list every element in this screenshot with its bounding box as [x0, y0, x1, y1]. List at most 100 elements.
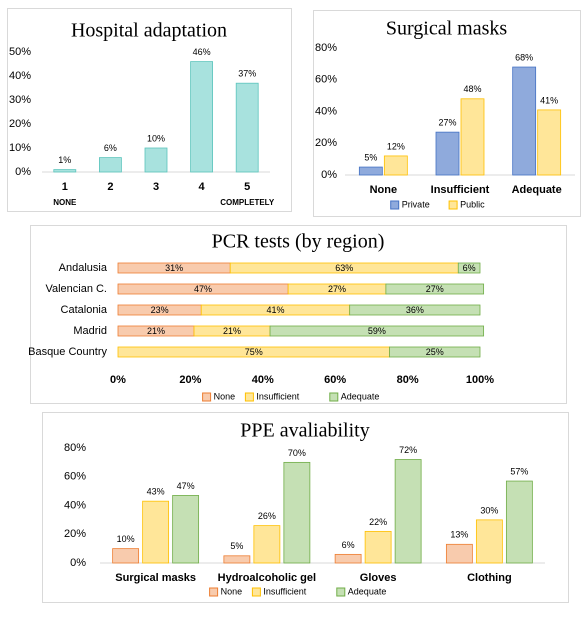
- bar-segment: [269, 325, 485, 337]
- x-tick-label: 3: [153, 181, 159, 193]
- x-tick-label: Gloves: [360, 572, 397, 584]
- x-tick-label: 40%: [252, 374, 274, 386]
- data-label: 68%: [515, 52, 533, 62]
- y-tick-label: 40%: [64, 499, 86, 511]
- bar: [537, 109, 562, 176]
- x-tick-label: Clothing: [467, 572, 512, 584]
- data-label: 48%: [463, 84, 481, 94]
- data-label: 21%: [147, 326, 165, 336]
- data-label: 22%: [369, 517, 387, 527]
- x-tick-label: Hydroalcoholic gel: [218, 572, 316, 584]
- x-tick-label: 80%: [397, 374, 419, 386]
- legend-swatch: [202, 392, 212, 402]
- x-tick-label: 5: [244, 181, 250, 193]
- data-label: 27%: [328, 284, 346, 294]
- bar: [53, 169, 77, 173]
- data-label: 27%: [438, 118, 456, 128]
- bar: [394, 459, 422, 564]
- bar: [190, 61, 214, 173]
- y-tick-label: 60%: [315, 74, 337, 86]
- y-tick-label: 10%: [9, 142, 31, 154]
- data-label: 63%: [335, 263, 353, 273]
- y-tick-label: 20%: [9, 118, 31, 130]
- bar: [435, 131, 460, 176]
- y-tick-label: 80%: [64, 442, 86, 454]
- data-label: 43%: [147, 487, 165, 497]
- y-tick-label: 20%: [315, 137, 337, 149]
- data-label: 6%: [342, 540, 355, 550]
- legend-swatch: [244, 392, 254, 402]
- bar-segment: [385, 283, 485, 295]
- bar: [235, 82, 259, 173]
- data-label: 10%: [147, 133, 165, 143]
- x-tick-label: Surgical masks: [115, 572, 196, 584]
- legend-swatch: [448, 200, 458, 210]
- y-tick-label: Valencian C.: [45, 283, 107, 295]
- data-label: 47%: [194, 284, 212, 294]
- legend-swatch: [336, 587, 346, 597]
- data-label: 36%: [406, 305, 424, 315]
- x-tick-label: 1: [62, 181, 68, 193]
- y-tick-label: 0%: [321, 169, 337, 181]
- y-tick-label: 50%: [9, 46, 31, 58]
- data-label: 70%: [288, 448, 306, 458]
- data-label: 1%: [58, 155, 71, 165]
- bar: [364, 530, 392, 564]
- y-tick-label: 20%: [64, 528, 86, 540]
- bar-segment: [389, 346, 481, 358]
- y-tick-label: 40%: [9, 70, 31, 82]
- bar: [475, 519, 503, 564]
- data-label: 41%: [266, 305, 284, 315]
- data-label: 27%: [426, 284, 444, 294]
- bar: [142, 500, 170, 564]
- legend-swatch: [209, 587, 219, 597]
- data-label: 6%: [463, 263, 476, 273]
- y-tick-label: Madrid: [73, 325, 107, 337]
- bar: [445, 543, 473, 564]
- legend-label: None: [214, 391, 236, 401]
- y-tick-label: 40%: [315, 105, 337, 117]
- data-label: 72%: [399, 445, 417, 455]
- bar: [283, 461, 311, 564]
- x-tick-label: 2: [107, 181, 113, 193]
- bar-segment: [349, 304, 481, 316]
- data-label: 10%: [117, 534, 135, 544]
- bar: [172, 495, 200, 564]
- chart-title: Surgical masks: [386, 18, 508, 40]
- data-label: 59%: [368, 326, 386, 336]
- bar: [358, 166, 383, 176]
- data-label: 12%: [387, 141, 405, 151]
- x-tick-sublabel: COMPLETELY: [220, 198, 275, 207]
- data-label: 57%: [510, 466, 528, 476]
- bar: [99, 157, 122, 173]
- legend-swatch: [251, 587, 261, 597]
- x-tick-label: 60%: [324, 374, 346, 386]
- bar: [223, 555, 251, 564]
- legend-label: Public: [460, 199, 485, 209]
- chart-title: PPE avaliability: [240, 420, 369, 442]
- data-label: 23%: [151, 305, 169, 315]
- y-tick-label: 80%: [315, 42, 337, 54]
- bar: [505, 480, 533, 564]
- y-tick-label: Andalusia: [59, 262, 108, 274]
- data-label: 47%: [177, 481, 195, 491]
- y-tick-label: 30%: [9, 94, 31, 106]
- x-tick-sublabel: NONE: [53, 198, 77, 207]
- x-tick-label: 20%: [179, 374, 201, 386]
- y-tick-label: 0%: [15, 166, 31, 178]
- bar: [460, 98, 485, 176]
- data-label: 37%: [238, 69, 256, 79]
- legend-label: Insufficient: [256, 391, 299, 401]
- legend-label: Adequate: [348, 586, 387, 596]
- y-tick-label: 60%: [64, 471, 86, 483]
- legend-swatch: [329, 392, 339, 402]
- data-label: 26%: [258, 511, 276, 521]
- data-label: 31%: [165, 263, 183, 273]
- bar: [144, 147, 168, 173]
- x-tick-label: Insufficient: [431, 184, 490, 196]
- legend-swatch: [390, 200, 400, 210]
- bar: [253, 525, 281, 564]
- legend-label: Private: [402, 199, 430, 209]
- x-tick-label: Adequate: [512, 184, 562, 196]
